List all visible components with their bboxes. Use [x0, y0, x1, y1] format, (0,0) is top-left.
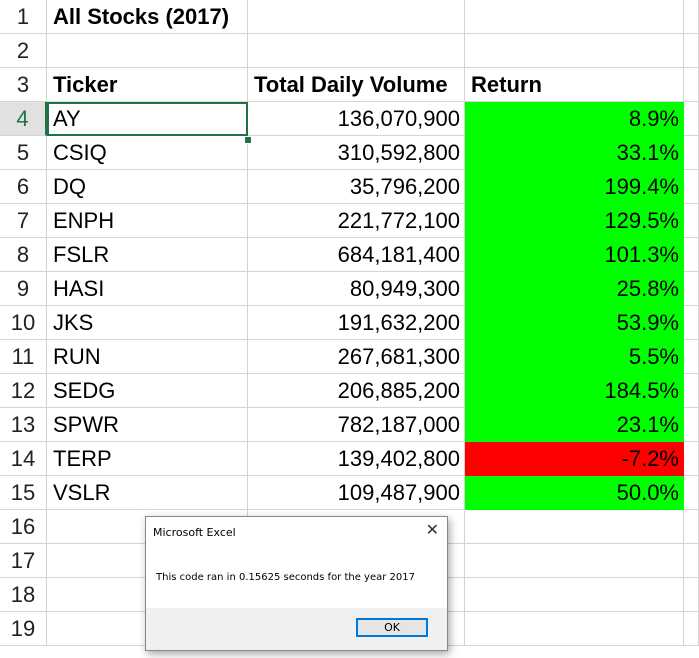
volume-cell[interactable]: 684,181,400: [248, 238, 465, 272]
row-header[interactable]: 7: [0, 204, 47, 238]
cell-c2[interactable]: [465, 34, 684, 68]
return-cell[interactable]: -7.2%: [465, 442, 684, 476]
empty-cell[interactable]: [684, 170, 699, 204]
row-header[interactable]: 4: [0, 102, 47, 136]
cell-a2[interactable]: [47, 34, 248, 68]
empty-cell[interactable]: [684, 340, 699, 374]
empty-cell[interactable]: [684, 374, 699, 408]
cell-c1[interactable]: [465, 0, 684, 34]
ticker-cell[interactable]: CSIQ: [47, 136, 248, 170]
return-cell[interactable]: 129.5%: [465, 204, 684, 238]
ticker-cell[interactable]: RUN: [47, 340, 248, 374]
ok-button[interactable]: OK: [356, 618, 428, 637]
ticker-cell[interactable]: HASI: [47, 272, 248, 306]
row-header[interactable]: 2: [0, 34, 47, 68]
volume-cell[interactable]: 139,402,800: [248, 442, 465, 476]
close-icon[interactable]: ✕: [425, 520, 439, 539]
volume-cell[interactable]: 206,885,200: [248, 374, 465, 408]
volume-cell[interactable]: 80,949,300: [248, 272, 465, 306]
row-header[interactable]: 17: [0, 544, 47, 578]
row-header[interactable]: 18: [0, 578, 47, 612]
ticker-cell[interactable]: DQ: [47, 170, 248, 204]
empty-cell[interactable]: [684, 272, 699, 306]
return-cell[interactable]: 101.3%: [465, 238, 684, 272]
return-cell[interactable]: 8.9%: [465, 102, 684, 136]
ticker-cell[interactable]: SPWR: [47, 408, 248, 442]
empty-cell[interactable]: [465, 510, 684, 544]
row-header[interactable]: 16: [0, 510, 47, 544]
row-header[interactable]: 12: [0, 374, 47, 408]
dialog-title: Microsoft Excel: [153, 526, 236, 539]
return-cell[interactable]: 23.1%: [465, 408, 684, 442]
return-cell[interactable]: 33.1%: [465, 136, 684, 170]
return-cell[interactable]: 199.4%: [465, 170, 684, 204]
header-ticker[interactable]: Ticker: [47, 68, 248, 102]
row-header[interactable]: 1: [0, 0, 47, 34]
dialog-footer: OK: [146, 608, 447, 650]
row-header[interactable]: 3: [0, 68, 47, 102]
empty-cell[interactable]: [465, 612, 684, 646]
fill-handle[interactable]: [244, 136, 252, 144]
cell-d1[interactable]: [684, 0, 699, 34]
ticker-cell[interactable]: VSLR: [47, 476, 248, 510]
row-header[interactable]: 9: [0, 272, 47, 306]
empty-cell[interactable]: [684, 136, 699, 170]
return-cell[interactable]: 50.0%: [465, 476, 684, 510]
ticker-cell[interactable]: TERP: [47, 442, 248, 476]
empty-cell[interactable]: [684, 204, 699, 238]
empty-cell[interactable]: [684, 476, 699, 510]
row-header[interactable]: 11: [0, 340, 47, 374]
message-box-dialog: Microsoft Excel ✕ This code ran in 0.156…: [145, 516, 448, 651]
volume-cell[interactable]: 310,592,800: [248, 136, 465, 170]
cell-b2[interactable]: [248, 34, 465, 68]
return-cell[interactable]: 53.9%: [465, 306, 684, 340]
empty-cell[interactable]: [684, 510, 699, 544]
empty-cell[interactable]: [465, 578, 684, 612]
empty-cell[interactable]: [684, 238, 699, 272]
row-header[interactable]: 14: [0, 442, 47, 476]
row-header[interactable]: 10: [0, 306, 47, 340]
return-cell[interactable]: 5.5%: [465, 340, 684, 374]
volume-cell[interactable]: 267,681,300: [248, 340, 465, 374]
volume-cell[interactable]: 109,487,900: [248, 476, 465, 510]
empty-cell[interactable]: [684, 306, 699, 340]
empty-cell[interactable]: [684, 442, 699, 476]
return-cell[interactable]: 184.5%: [465, 374, 684, 408]
header-return[interactable]: Return: [465, 68, 684, 102]
row-header[interactable]: 13: [0, 408, 47, 442]
empty-cell[interactable]: [684, 544, 699, 578]
empty-cell[interactable]: [684, 408, 699, 442]
return-cell[interactable]: 25.8%: [465, 272, 684, 306]
empty-cell[interactable]: [684, 578, 699, 612]
row-header[interactable]: 6: [0, 170, 47, 204]
row-header[interactable]: 8: [0, 238, 47, 272]
ticker-cell[interactable]: SEDG: [47, 374, 248, 408]
volume-cell[interactable]: 35,796,200: [248, 170, 465, 204]
ticker-cell[interactable]: JKS: [47, 306, 248, 340]
empty-cell[interactable]: [684, 612, 699, 646]
volume-cell[interactable]: 136,070,900: [248, 102, 465, 136]
dialog-message: This code ran in 0.15625 seconds for the…: [156, 572, 415, 583]
cell-b1[interactable]: [248, 0, 465, 34]
sheet-title[interactable]: All Stocks (2017): [47, 0, 248, 34]
row-header[interactable]: 15: [0, 476, 47, 510]
empty-cell[interactable]: [684, 102, 699, 136]
ticker-cell[interactable]: ENPH: [47, 204, 248, 238]
row-header[interactable]: 19: [0, 612, 47, 646]
row-header[interactable]: 5: [0, 136, 47, 170]
ticker-cell[interactable]: AY: [47, 102, 248, 136]
volume-cell[interactable]: 782,187,000: [248, 408, 465, 442]
volume-cell[interactable]: 221,772,100: [248, 204, 465, 238]
ticker-cell[interactable]: FSLR: [47, 238, 248, 272]
empty-cell[interactable]: [465, 544, 684, 578]
header-volume[interactable]: Total Daily Volume: [248, 68, 465, 102]
cell-d2[interactable]: [684, 34, 699, 68]
volume-cell[interactable]: 191,632,200: [248, 306, 465, 340]
cell-d3[interactable]: [684, 68, 699, 102]
